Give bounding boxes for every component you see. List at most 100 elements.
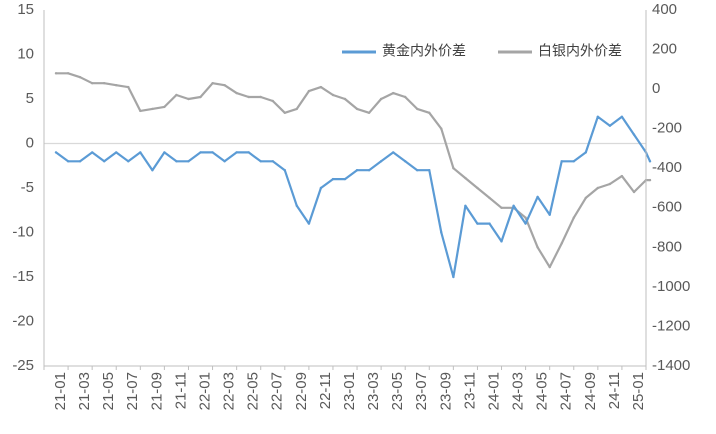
- data-point: [223, 84, 226, 87]
- data-point: [428, 111, 431, 115]
- x-tick-label: 22-07: [269, 372, 286, 410]
- data-point: [440, 127, 443, 130]
- x-tick-label: 23-07: [413, 372, 430, 410]
- x-tick-label: 23-11: [461, 372, 478, 409]
- x-tick-label: 24-09: [582, 372, 599, 410]
- series-2: [54, 72, 652, 269]
- data-point: [548, 265, 551, 269]
- data-point: [648, 178, 652, 182]
- x-tick-label: 21-07: [124, 372, 141, 410]
- data-point: [367, 169, 371, 172]
- left-tick-label: 15: [17, 1, 34, 18]
- left-tick-label: -25: [12, 357, 34, 374]
- data-point: [211, 151, 214, 154]
- data-point: [319, 85, 323, 89]
- data-point: [648, 160, 652, 163]
- data-point: [367, 111, 371, 115]
- data-point: [235, 151, 238, 154]
- x-tick-label: 21-05: [100, 372, 117, 410]
- data-point: [115, 151, 118, 154]
- data-point: [115, 84, 118, 87]
- data-point: [307, 222, 311, 225]
- data-point: [103, 82, 106, 85]
- data-point: [283, 169, 286, 172]
- legend-label: 黄金内外价差: [382, 43, 466, 59]
- data-point: [500, 240, 503, 243]
- data-point: [584, 196, 587, 200]
- data-point: [632, 133, 636, 136]
- chart-legend: 黄金内外价差 白银内外价差: [342, 43, 622, 59]
- x-tick-label: 22-01: [196, 372, 213, 410]
- data-point: [175, 160, 178, 163]
- data-point: [199, 151, 202, 154]
- data-point: [524, 216, 527, 219]
- data-point: [536, 246, 539, 249]
- x-tick-label: 23-05: [389, 372, 406, 410]
- data-point: [187, 160, 190, 163]
- data-point: [91, 151, 94, 154]
- data-point: [91, 82, 94, 85]
- data-point: [247, 151, 250, 154]
- data-point: [235, 91, 238, 95]
- right-tick-label: -400: [652, 159, 682, 176]
- data-point: [572, 160, 575, 163]
- data-point: [440, 231, 443, 234]
- data-point: [428, 169, 431, 172]
- data-point: [584, 151, 587, 154]
- data-point: [560, 242, 563, 245]
- data-point: [211, 82, 214, 85]
- data-point: [54, 151, 58, 154]
- data-point: [295, 204, 298, 207]
- data-point: [127, 85, 130, 89]
- data-point: [476, 222, 479, 225]
- right-tick-label: 0: [652, 80, 660, 97]
- data-point: [608, 182, 612, 186]
- data-point: [331, 177, 335, 181]
- data-point: [596, 186, 599, 190]
- left-tick-label: 10: [17, 45, 34, 62]
- data-point: [187, 97, 190, 101]
- data-point: [151, 169, 154, 172]
- x-tick-label: 23-09: [437, 372, 454, 410]
- data-point: [596, 115, 599, 119]
- data-point: [536, 195, 539, 199]
- data-point: [355, 107, 359, 111]
- data-point: [488, 222, 491, 225]
- x-tick-label: 25-01: [630, 372, 647, 410]
- data-point: [392, 91, 395, 95]
- data-point: [139, 151, 142, 154]
- legend-label: 白银内外价差: [538, 43, 622, 59]
- right-tick-label: -1400: [652, 357, 690, 374]
- data-point: [416, 107, 419, 111]
- data-point: [500, 206, 503, 209]
- data-point: [139, 109, 142, 113]
- data-point: [620, 115, 624, 119]
- data-point: [560, 160, 563, 163]
- data-point: [199, 95, 202, 99]
- data-point: [163, 151, 166, 154]
- right-tick-label: -600: [652, 199, 682, 216]
- x-tick-label: 24-03: [510, 372, 527, 410]
- x-tick-label: 22-11: [317, 372, 334, 409]
- data-point: [608, 124, 612, 127]
- data-point: [476, 186, 479, 190]
- data-point: [512, 204, 515, 207]
- x-tick-label: 21-03: [76, 372, 93, 410]
- x-tick-label: 21-09: [148, 372, 165, 410]
- data-point: [404, 160, 407, 163]
- x-tick-label: 22-03: [221, 372, 238, 410]
- data-point: [271, 99, 274, 103]
- data-point: [223, 160, 226, 163]
- data-point: [464, 176, 467, 180]
- x-tick-label: 21-11: [172, 372, 189, 409]
- data-point: [632, 190, 636, 194]
- right-tick-label: 400: [652, 1, 677, 18]
- data-point: [416, 169, 419, 172]
- data-point: [548, 213, 551, 216]
- data-point: [271, 160, 274, 163]
- data-point: [247, 95, 250, 99]
- right-tick-label: 200: [652, 41, 677, 58]
- data-point: [404, 95, 407, 99]
- data-point: [103, 160, 106, 163]
